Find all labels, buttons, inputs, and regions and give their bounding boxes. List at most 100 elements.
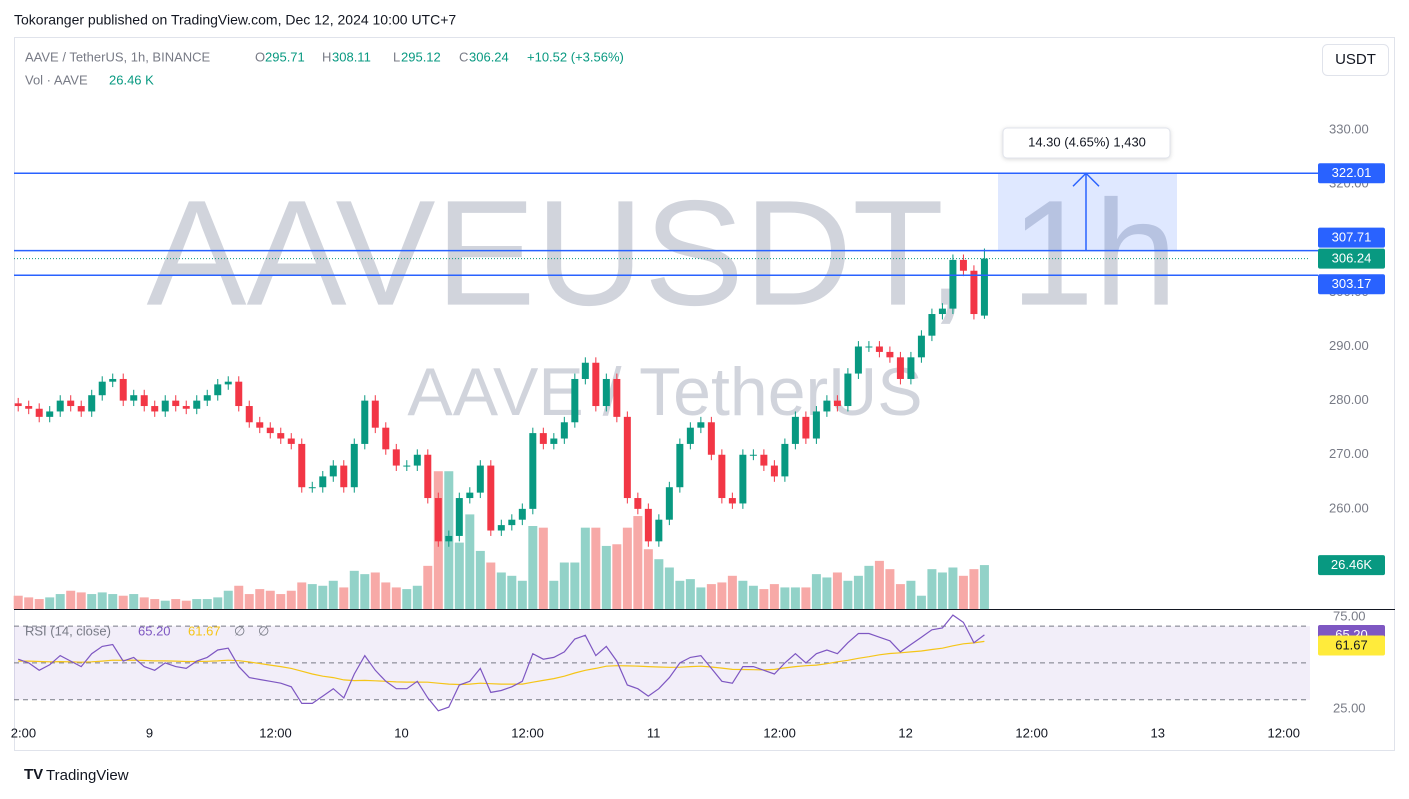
candle-body bbox=[581, 362, 589, 379]
candle-body bbox=[392, 449, 400, 466]
legend-open: 295.71 bbox=[265, 49, 305, 64]
last-price-label: 306.24 bbox=[1332, 251, 1372, 266]
volume-bar bbox=[874, 560, 884, 609]
candle-body bbox=[886, 351, 894, 358]
volume-bar bbox=[717, 582, 727, 609]
volume-bar bbox=[601, 545, 611, 609]
candle-body bbox=[193, 400, 201, 409]
y-tick-label: 280.00 bbox=[1329, 392, 1369, 407]
legend-letter: O bbox=[255, 49, 265, 64]
measure-label-box bbox=[1002, 127, 1171, 159]
volume-bar bbox=[87, 594, 97, 609]
candle-body bbox=[214, 384, 222, 396]
volume-bar bbox=[591, 527, 601, 609]
candle-body bbox=[14, 403, 22, 407]
rsi-ma-axis-label: 61.67 bbox=[1335, 637, 1368, 652]
volume-bar bbox=[276, 594, 286, 609]
candle-body bbox=[371, 400, 379, 428]
volume-bar bbox=[643, 549, 653, 609]
legend-high: 308.11 bbox=[332, 49, 371, 64]
volume-bar bbox=[801, 587, 811, 609]
volume-bar bbox=[738, 580, 748, 609]
volume-bar bbox=[496, 572, 506, 609]
footer-brand: TradingView bbox=[46, 767, 129, 784]
x-tick-label: 12:00 bbox=[1267, 725, 1300, 740]
candle-body bbox=[896, 357, 904, 379]
candle-body bbox=[350, 443, 358, 488]
candle-body bbox=[424, 454, 432, 499]
volume-bar bbox=[979, 565, 989, 609]
volume-bar bbox=[612, 544, 622, 609]
price-line-label: 307.71 bbox=[1332, 230, 1372, 245]
volume-bar bbox=[328, 580, 338, 609]
volume-bar bbox=[895, 584, 905, 609]
watermark-symbol: AAVEUSDT, 1h bbox=[147, 169, 1178, 337]
volume-bar bbox=[696, 587, 706, 609]
volume-bar bbox=[549, 580, 559, 609]
x-tick-label: 12:00 bbox=[1015, 725, 1048, 740]
price-line-label: 322.01 bbox=[1332, 165, 1372, 180]
candle-body bbox=[739, 454, 747, 504]
volume-bar bbox=[675, 580, 685, 609]
candle-body bbox=[665, 487, 673, 520]
volume-bar bbox=[349, 570, 359, 609]
volume-axis-label: 26.46K bbox=[1331, 557, 1373, 572]
volume-bar bbox=[255, 589, 265, 609]
candle-body bbox=[760, 454, 768, 466]
candle-body bbox=[203, 395, 211, 401]
y-tick-label: 260.00 bbox=[1329, 500, 1369, 515]
volume-bar bbox=[13, 595, 23, 609]
x-tick-label: 9 bbox=[146, 725, 153, 740]
volume-bar bbox=[517, 580, 527, 609]
candle-body bbox=[319, 476, 327, 488]
currency-label[interactable]: USDT bbox=[1335, 51, 1376, 68]
volume-bar bbox=[969, 569, 979, 609]
volume-bar bbox=[370, 572, 380, 609]
volume-bar bbox=[885, 569, 895, 609]
volume-bar bbox=[633, 516, 643, 609]
rsi-ma-axis-label-box bbox=[1318, 635, 1385, 656]
volume-bar bbox=[297, 582, 307, 609]
candle-body bbox=[676, 443, 684, 488]
candle-body bbox=[749, 454, 757, 456]
candle-body bbox=[602, 378, 610, 407]
volume-legend: Vol · AAVE bbox=[25, 72, 88, 87]
frame bbox=[14, 37, 1395, 751]
candle-body bbox=[592, 362, 600, 407]
candle-body bbox=[707, 422, 715, 455]
candle-body bbox=[980, 258, 988, 316]
volume-bar bbox=[150, 599, 160, 609]
candle-body bbox=[277, 433, 285, 439]
x-tick-label: 12 bbox=[898, 725, 912, 740]
symbol-legend: AAVE / TetherUS, 1h, BINANCE bbox=[25, 49, 211, 64]
volume-bar bbox=[780, 587, 790, 609]
volume-bar bbox=[580, 527, 590, 609]
volume-bar bbox=[286, 590, 296, 609]
volume-bar bbox=[759, 589, 769, 609]
volume-bar bbox=[160, 600, 170, 609]
volume-bar bbox=[234, 585, 244, 609]
candle-body bbox=[340, 465, 348, 488]
volume-bar bbox=[423, 565, 433, 609]
candle-body bbox=[35, 408, 43, 417]
candle-body bbox=[959, 259, 967, 271]
candle-body bbox=[697, 422, 705, 428]
candle-body bbox=[907, 357, 915, 379]
candle-body bbox=[445, 535, 453, 542]
volume-bar bbox=[654, 559, 664, 609]
volume-bar bbox=[843, 580, 853, 609]
candle-body bbox=[508, 519, 516, 526]
candle-body bbox=[938, 308, 946, 315]
price-line-label-box bbox=[1318, 163, 1385, 184]
volume-bar bbox=[748, 585, 758, 609]
candle-body bbox=[686, 427, 694, 444]
volume-bar bbox=[307, 584, 317, 609]
candle-body bbox=[560, 422, 568, 439]
currency-button[interactable] bbox=[1322, 44, 1389, 76]
x-tick-label: 10 bbox=[394, 725, 408, 740]
x-tick-label: 13 bbox=[1150, 725, 1164, 740]
volume-bar bbox=[664, 567, 674, 609]
volume-bar bbox=[528, 526, 538, 609]
candle-body bbox=[361, 400, 369, 444]
candle-body bbox=[329, 465, 337, 477]
